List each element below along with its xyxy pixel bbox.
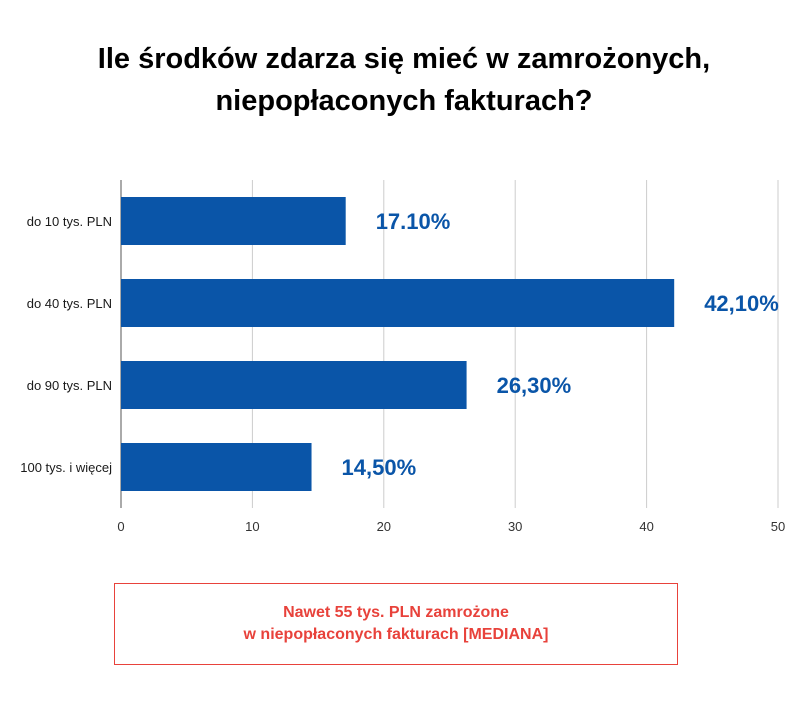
category-label-3: do 90 tys. PLN: [27, 378, 112, 393]
median-note-line-2: w niepopłaconych fakturach [MEDIANA]: [243, 626, 549, 643]
category-labels: do 10 tys. PLN do 40 tys. PLN do 90 tys. P…: [20, 214, 112, 475]
chart-title-line-2: niepopłaconych fakturach?: [215, 85, 593, 117]
x-tick-label-50: 50: [771, 519, 785, 534]
category-label-1: do 10 tys. PLN: [27, 214, 112, 229]
category-label-4: 100 tys. i więcej: [20, 460, 112, 475]
bar-1: [121, 197, 346, 245]
chart-title-line-1: Ile środków zdarza się mieć w zamrożonyc…: [97, 43, 711, 75]
bar-3: [121, 361, 467, 409]
x-tick-label-20: 20: [377, 519, 391, 534]
data-label-1: 17.10%: [376, 209, 451, 234]
bar-2: [121, 279, 675, 327]
median-note-line-1: Nawet 55 tys. PLN zamrożone: [283, 604, 509, 621]
x-tick-label-40: 40: [639, 519, 653, 534]
data-label-4: 14,50%: [342, 455, 417, 480]
median-note-box: Nawet 55 tys. PLN zamrożone w niepopłaco…: [114, 583, 678, 665]
bars: [121, 197, 675, 491]
data-label-2: 42,10%: [704, 291, 779, 316]
x-tick-labels: 0 10 20 30 40 50: [117, 519, 785, 534]
bar-chart: 17.10%42,10%26,30%14,50% do 10 tys. PLNd…: [20, 180, 785, 534]
data-label-3: 26,30%: [497, 373, 572, 398]
category-label-2: do 40 tys. PLN: [27, 296, 112, 311]
x-tick-label-30: 30: [508, 519, 522, 534]
data-labels: 17.10% 42,10% 26,30% 14,50%: [342, 209, 779, 480]
bar-4: [121, 443, 312, 491]
x-tick-label-10: 10: [245, 519, 259, 534]
x-tick-label-0: 0: [117, 519, 124, 534]
chart-title: Ile środków zdarza się mieć w zamrożonyc…: [0, 38, 808, 122]
